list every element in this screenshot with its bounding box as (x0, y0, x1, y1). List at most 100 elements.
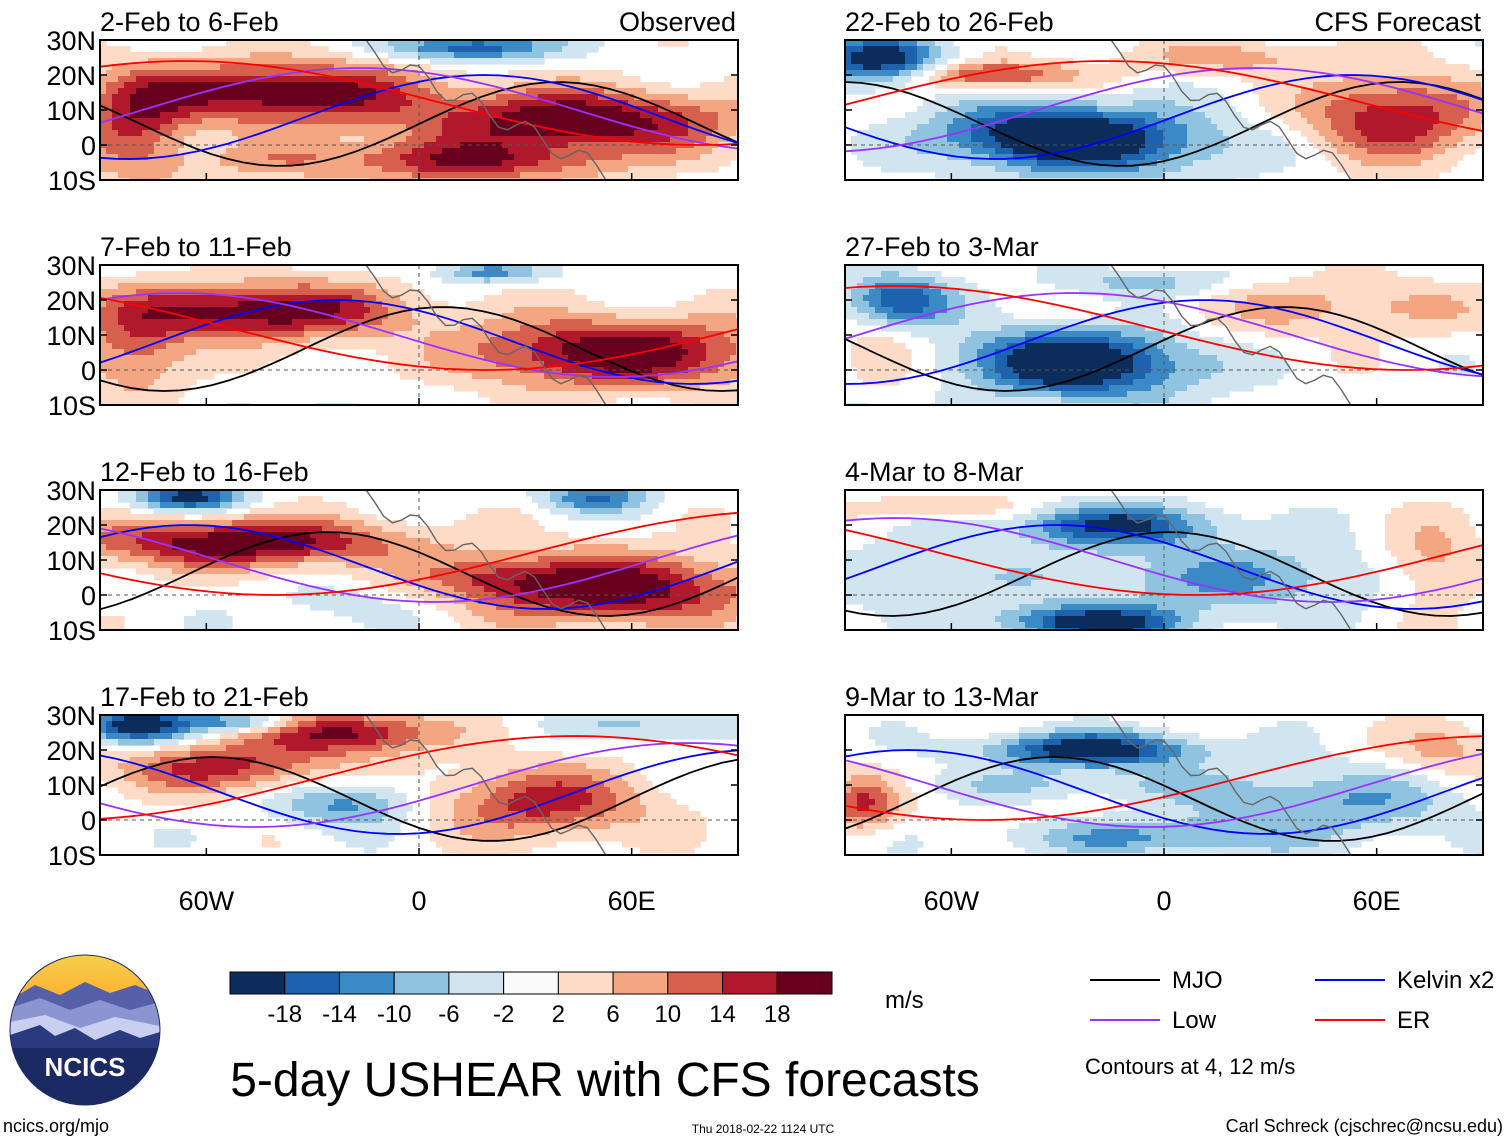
field-cell (310, 313, 317, 320)
field-cell (598, 178, 605, 180)
field-cell (646, 136, 653, 143)
field-cell (574, 154, 581, 161)
field-cell (736, 289, 738, 296)
field-cell (202, 124, 209, 131)
field-cell (148, 343, 155, 350)
field-cell (724, 391, 731, 398)
field-cell (352, 295, 359, 302)
field-cell (388, 361, 395, 368)
field-cell (226, 313, 233, 320)
field-cell (286, 283, 293, 290)
field-cell (352, 70, 359, 77)
field-cell (286, 64, 293, 71)
field-cell (292, 58, 299, 65)
field-cell (688, 373, 695, 380)
field-cell (292, 271, 299, 278)
field-cell (286, 508, 293, 515)
field-cell (568, 166, 575, 173)
field-cell (574, 70, 581, 77)
field-cell (670, 343, 677, 350)
field-cell (310, 100, 317, 107)
field-cell (544, 136, 551, 143)
field-cell (706, 118, 713, 125)
field-cell (454, 526, 461, 533)
field-cell (400, 343, 407, 350)
field-cell (586, 130, 593, 137)
field-cell (724, 331, 731, 338)
field-cell (214, 520, 221, 527)
field-cell (358, 130, 365, 137)
field-cell (208, 325, 215, 332)
field-cell (580, 379, 587, 386)
field-cell (550, 142, 557, 149)
field-cell (250, 178, 257, 180)
field-cell (550, 325, 557, 332)
field-cell (196, 130, 203, 137)
field-cell (334, 277, 341, 284)
field-cell (610, 130, 617, 137)
field-cell (646, 319, 653, 326)
field-cell (496, 46, 503, 53)
field-cell (190, 118, 197, 125)
field-cell (274, 319, 281, 326)
field-cell (496, 337, 503, 344)
field-cell (328, 70, 335, 77)
field-cell (316, 289, 323, 296)
field-cell (682, 343, 689, 350)
field-cell (694, 526, 701, 533)
field-cell (526, 514, 533, 521)
field-cell (274, 277, 281, 284)
field-cell (736, 313, 738, 320)
field-cell (712, 355, 719, 362)
field-cell (514, 532, 521, 539)
field-cell (382, 319, 389, 326)
field-cell (688, 88, 695, 95)
field-cell (556, 319, 563, 326)
field-cell (604, 106, 611, 113)
field-cell (448, 367, 455, 374)
field-cell (562, 385, 569, 392)
field-cell (430, 52, 437, 59)
field-cell (148, 544, 155, 551)
field-cell (118, 166, 125, 173)
field-cell (544, 307, 551, 314)
field-cell (478, 526, 485, 533)
field-cell (268, 277, 275, 284)
field-cell (670, 124, 677, 131)
field-cell (364, 94, 371, 101)
field-cell (466, 124, 473, 131)
field-cell (520, 526, 527, 533)
field-cell (664, 331, 671, 338)
field-cell (298, 46, 305, 53)
field-cell (328, 106, 335, 113)
field-cell (262, 148, 269, 155)
field-cell (382, 148, 389, 155)
field-cell (256, 301, 263, 308)
field-cell (232, 301, 239, 308)
field-cell (256, 160, 263, 167)
field-cell (520, 46, 527, 53)
field-cell (442, 88, 449, 95)
field-cell (406, 100, 413, 107)
field-cell (220, 265, 227, 272)
field-cell (154, 502, 161, 509)
field-cell (508, 100, 515, 107)
field-cell (394, 325, 401, 332)
field-cell (136, 70, 143, 77)
field-cell (556, 403, 563, 405)
field-cell (622, 94, 629, 101)
field-cell (598, 391, 605, 398)
field-cell (100, 343, 107, 350)
field-cell (328, 526, 335, 533)
field-cell (226, 337, 233, 344)
field-cell (394, 343, 401, 350)
field-cell (214, 124, 221, 131)
field-cell (514, 391, 521, 398)
field-cell (106, 76, 113, 83)
field-cell (454, 52, 461, 59)
field-cell (466, 532, 473, 539)
field-cell (670, 40, 677, 47)
field-cell (604, 331, 611, 338)
field-cell (520, 70, 527, 77)
field-cell (214, 172, 221, 179)
